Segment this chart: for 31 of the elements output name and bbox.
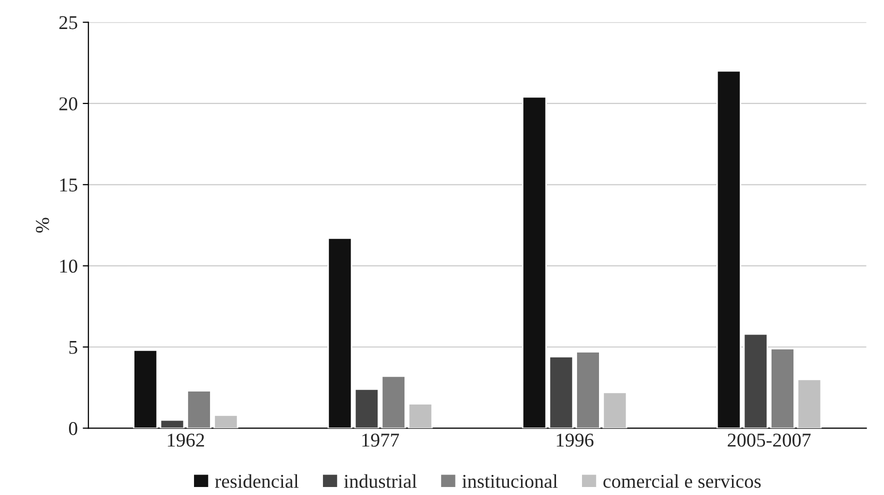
y-tick-label: 0 [69, 422, 78, 436]
bar [522, 96, 547, 428]
bar [381, 376, 406, 428]
y-tick-label: 15 [60, 178, 78, 192]
legend-label: industrial [344, 474, 417, 488]
bar [214, 414, 238, 428]
bar [576, 351, 600, 428]
bar [796, 378, 822, 428]
y-tick-label: 5 [69, 341, 78, 354]
bar [770, 348, 795, 428]
x-tick-label: 1996 [556, 434, 594, 447]
legend-label: comercial e servicos [603, 474, 761, 488]
y-tick-label: 20 [59, 97, 78, 110]
x-tick-label: 2005-2007 [728, 434, 811, 447]
legend-label: institucional [462, 474, 558, 488]
x-tick-label: 1977 [362, 434, 400, 447]
bar [602, 392, 628, 428]
bar [354, 388, 380, 428]
bar [408, 403, 433, 428]
y-tick-label: 25 [59, 16, 78, 30]
y-axis-title: % [36, 218, 50, 233]
bar [160, 419, 185, 428]
bar [328, 238, 352, 428]
bar [133, 350, 158, 428]
bar [186, 390, 212, 428]
x-tick-label: 1962 [168, 434, 204, 447]
bar [716, 70, 742, 428]
bar [743, 333, 768, 428]
bar [548, 356, 574, 428]
legend-label: residencial [215, 474, 299, 488]
y-tick-label: 10 [60, 260, 78, 273]
